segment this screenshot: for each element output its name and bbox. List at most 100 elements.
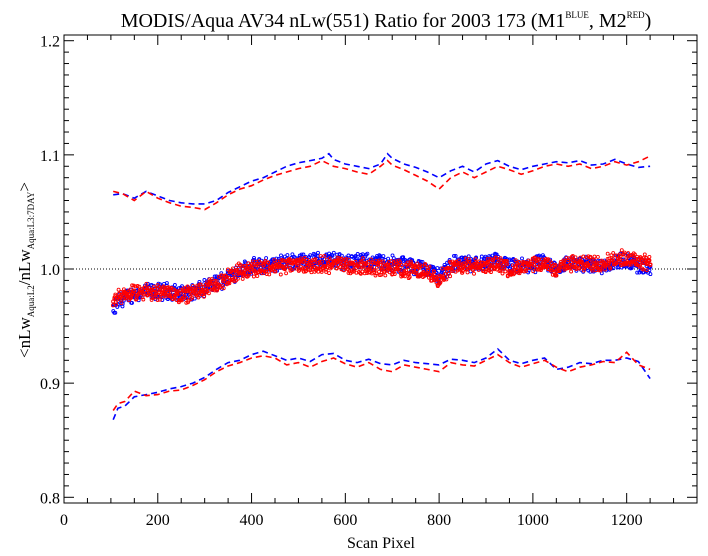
data-point — [435, 266, 440, 271]
x-tick-label: 800 — [427, 512, 451, 529]
data-point — [420, 259, 425, 264]
data-point — [647, 258, 652, 263]
data-point — [377, 269, 381, 274]
data-point — [495, 260, 500, 265]
data-point — [209, 277, 214, 282]
data-point — [614, 260, 619, 265]
data-point — [132, 288, 137, 293]
data-point — [500, 271, 505, 276]
data-point — [607, 260, 612, 265]
data-point — [647, 254, 652, 259]
data-point — [356, 262, 361, 267]
data-point — [568, 260, 573, 265]
data-point — [411, 268, 416, 273]
data-point — [257, 259, 262, 264]
chart-title: MODIS/Aqua AV34 nLw(551) Ratio for 2003 … — [121, 10, 652, 32]
data-point — [554, 273, 559, 278]
data-point — [400, 273, 405, 278]
data-point — [397, 269, 402, 273]
data-point — [318, 256, 323, 261]
data-point — [205, 282, 210, 287]
data-point — [381, 254, 386, 259]
data-point — [421, 269, 426, 274]
data-point — [186, 300, 190, 305]
data-point — [632, 252, 637, 257]
data-point — [420, 264, 424, 269]
data-point — [590, 268, 595, 273]
data-point — [146, 285, 151, 290]
data-point — [566, 256, 571, 261]
data-point — [141, 297, 146, 302]
data-point — [297, 267, 302, 272]
data-point — [284, 271, 289, 276]
data-point — [301, 259, 306, 264]
data-point — [423, 261, 428, 266]
data-point — [607, 256, 612, 261]
data-point — [194, 291, 199, 296]
data-point — [308, 253, 313, 258]
data-point — [569, 269, 574, 274]
data-point — [618, 263, 623, 267]
y-tick-label: 0.8 — [40, 490, 60, 507]
data-point — [271, 262, 276, 267]
data-point — [635, 270, 640, 275]
data-point — [207, 286, 211, 291]
data-point — [301, 252, 306, 257]
data-point — [567, 265, 572, 270]
data-point — [440, 266, 445, 271]
data-point — [517, 260, 522, 264]
data-point — [444, 277, 449, 282]
data-point — [264, 272, 269, 276]
data-point — [198, 282, 203, 287]
data-point — [598, 268, 603, 273]
data-point — [587, 259, 592, 264]
series-0-lower-dashed-line — [112, 347, 651, 421]
data-point — [587, 264, 592, 269]
data-point — [460, 269, 465, 274]
data-point — [557, 268, 562, 273]
x-tick-label: 1000 — [517, 512, 549, 529]
data-point — [252, 255, 256, 260]
y-tick-label: 1.2 — [40, 34, 60, 51]
data-point — [456, 258, 461, 263]
data-point — [493, 255, 498, 260]
data-point — [294, 266, 299, 271]
data-point — [293, 255, 297, 260]
data-point — [327, 271, 332, 276]
data-point — [222, 277, 227, 281]
data-point — [373, 273, 378, 278]
data-point — [128, 287, 133, 292]
data-point — [318, 254, 323, 259]
data-point — [595, 254, 600, 259]
data-point — [644, 255, 648, 260]
data-point — [316, 250, 320, 255]
data-point — [178, 288, 183, 293]
data-point — [415, 261, 420, 266]
y-tick-label: 1.0 — [40, 262, 60, 279]
data-point — [256, 263, 261, 268]
data-point — [267, 272, 272, 277]
data-point — [642, 252, 647, 257]
data-point — [386, 256, 391, 261]
data-point — [414, 268, 419, 272]
data-point — [346, 257, 351, 262]
data-point — [339, 256, 344, 261]
data-point — [302, 256, 307, 260]
data-point — [381, 263, 385, 268]
data-point — [398, 260, 402, 265]
data-point — [490, 258, 495, 263]
data-point — [113, 310, 118, 315]
data-point — [618, 254, 623, 259]
data-point — [334, 266, 339, 271]
data-point — [497, 264, 502, 268]
data-point — [435, 277, 439, 281]
data-point — [598, 267, 603, 271]
data-point — [562, 259, 567, 264]
data-point — [465, 270, 470, 275]
data-point — [251, 274, 256, 279]
data-point — [566, 258, 571, 263]
data-point — [472, 271, 476, 276]
data-point — [581, 254, 586, 259]
data-point — [345, 265, 350, 270]
